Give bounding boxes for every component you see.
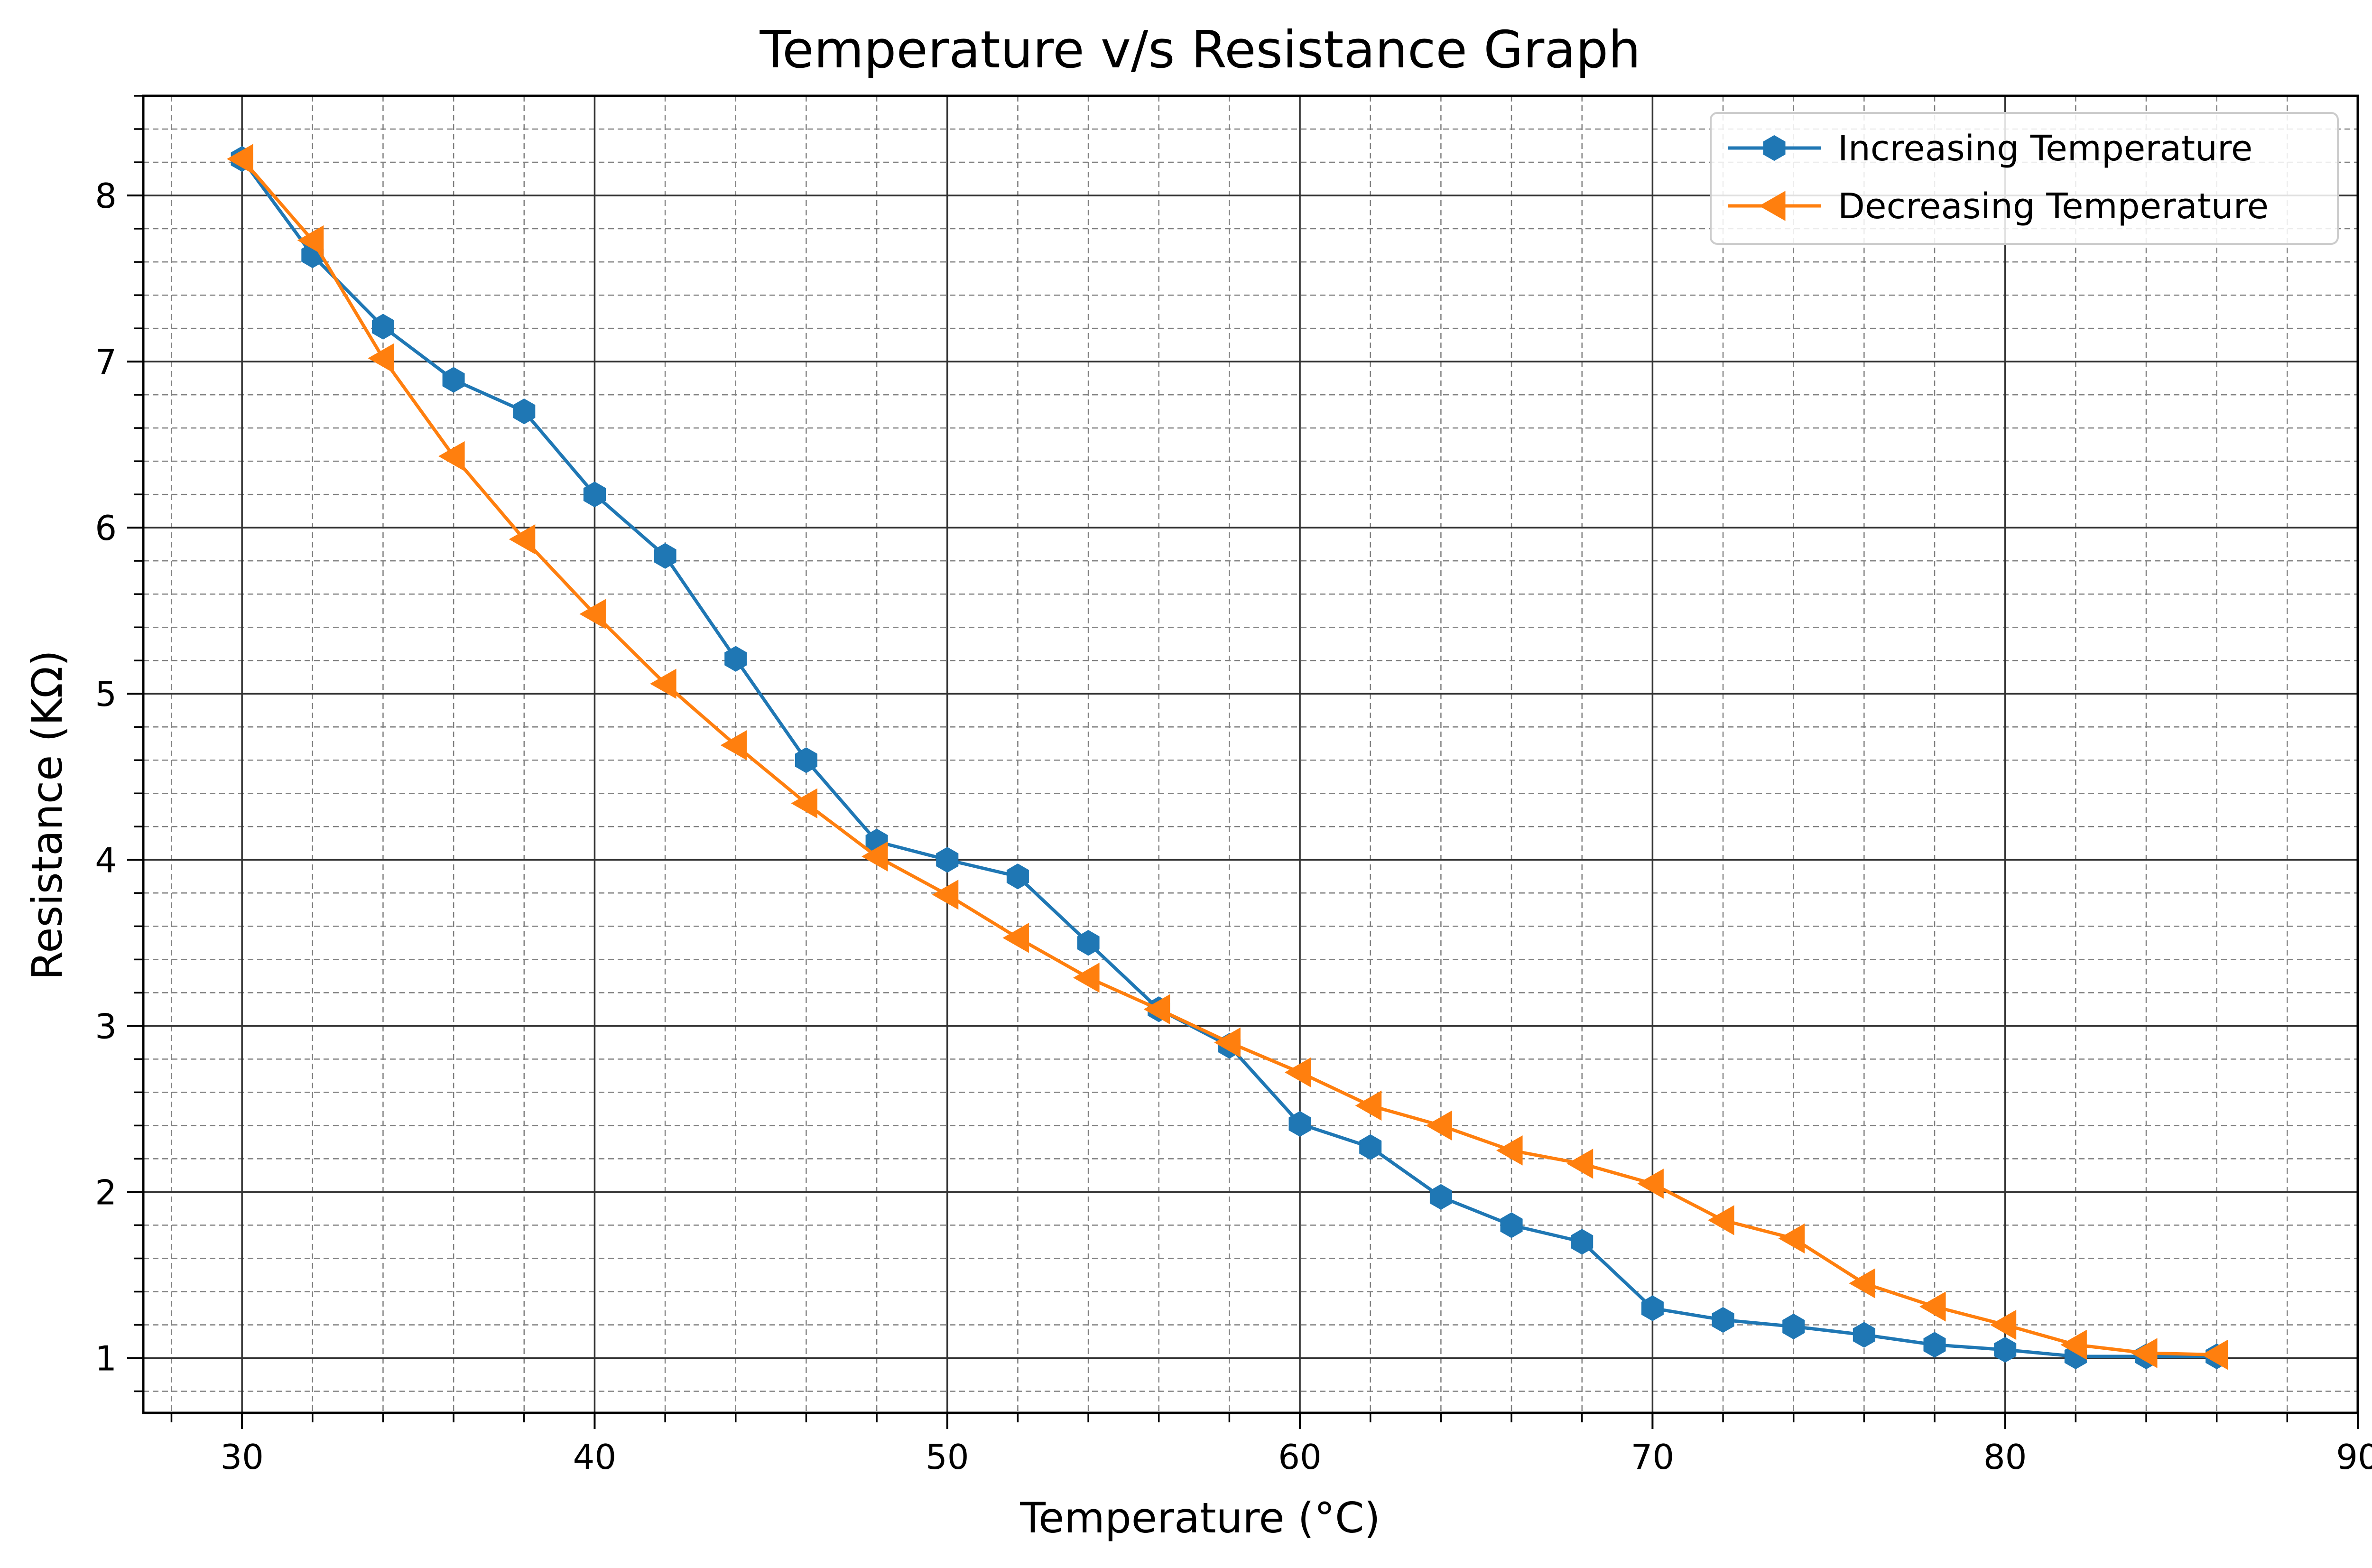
- data-point-hexagon: [1571, 1229, 1594, 1255]
- data-point-triangle-left: [1143, 994, 1170, 1025]
- data-point-hexagon: [1712, 1307, 1734, 1333]
- data-point-triangle-left: [791, 788, 817, 818]
- data-point-triangle-left: [1285, 1057, 1311, 1088]
- x-tick-label: 80: [1983, 1437, 2027, 1477]
- data-point-triangle-left: [2060, 1329, 2087, 1360]
- data-point-hexagon: [1006, 863, 1029, 890]
- data-point-hexagon: [1763, 135, 1786, 161]
- data-point-triangle-left: [1759, 191, 1786, 221]
- y-tick-label: 5: [95, 674, 117, 714]
- data-point-hexagon: [1359, 1134, 1382, 1160]
- data-point-hexagon: [1641, 1295, 1664, 1321]
- chart-title: Temperature v/s Resistance Graph: [760, 20, 1641, 80]
- data-point-triangle-left: [1637, 1169, 1664, 1199]
- data-point-hexagon: [1288, 1111, 1311, 1137]
- data-point-triangle-left: [1214, 1027, 1241, 1058]
- data-point-hexagon: [654, 543, 676, 569]
- data-point-hexagon: [1429, 1184, 1452, 1210]
- plot-frame: [142, 94, 2359, 1414]
- data-point-triangle-left: [2201, 1339, 2228, 1370]
- data-point-triangle-left: [1990, 1309, 2017, 1340]
- data-point-hexagon: [1923, 1332, 1946, 1358]
- y-tick-label: 2: [95, 1172, 117, 1212]
- data-point-triangle-left: [862, 841, 888, 872]
- y-tick-label: 4: [95, 840, 117, 880]
- data-point-triangle-left: [1778, 1223, 1805, 1254]
- data-point-hexagon: [1853, 1322, 1875, 1348]
- data-point-triangle-left: [720, 730, 747, 761]
- data-point-triangle-left: [1708, 1205, 1734, 1235]
- legend-box: [1710, 112, 2339, 245]
- x-tick-label: 30: [220, 1437, 264, 1477]
- data-point-triangle-left: [227, 144, 253, 174]
- data-point-triangle-left: [1566, 1149, 1594, 1179]
- data-point-triangle-left: [1002, 923, 1029, 953]
- data-point-triangle-left: [1919, 1291, 1946, 1322]
- ticks-layer: 30 40 50 60 70 80 90 1 2 3 4 5 6 7 8: [95, 95, 2372, 1477]
- legend-label: Increasing Temperature: [1838, 128, 2252, 169]
- data-point-hexagon: [583, 482, 606, 508]
- data-point-hexagon: [795, 747, 817, 773]
- series-layer: [227, 144, 2228, 1370]
- x-tick-label: 50: [926, 1437, 969, 1477]
- data-point-triangle-left: [579, 599, 606, 629]
- legend: Increasing Temperature Decreasing Tempera…: [1710, 112, 2339, 245]
- data-point-hexagon: [1782, 1313, 1805, 1340]
- y-tick-label: 7: [95, 342, 117, 382]
- data-point-triangle-left: [1073, 963, 1100, 993]
- x-tick-label: 70: [1631, 1437, 1675, 1477]
- data-point-triangle-left: [368, 343, 394, 373]
- data-point-hexagon: [371, 314, 394, 340]
- y-tick-label: 1: [95, 1338, 117, 1378]
- data-point-hexagon: [442, 367, 465, 393]
- y-axis-label: Resistance (KΩ): [23, 650, 72, 980]
- data-point-triangle-left: [650, 668, 676, 699]
- data-point-triangle-left: [1426, 1110, 1452, 1141]
- legend-label: Decreasing Temperature: [1838, 186, 2269, 227]
- y-tick-label: 3: [95, 1006, 117, 1046]
- x-axis-label: Temperature (°C): [1019, 1494, 1381, 1542]
- data-point-triangle-left: [2131, 1338, 2158, 1368]
- data-point-triangle-left: [297, 225, 324, 256]
- y-tick-label: 6: [95, 508, 117, 548]
- data-point-hexagon: [513, 398, 536, 425]
- series-decreasing-temperature: [227, 144, 2228, 1370]
- data-point-hexagon: [936, 847, 959, 873]
- y-tick-label: 8: [95, 176, 117, 216]
- x-tick-label: 60: [1278, 1437, 1322, 1477]
- data-point-hexagon: [1994, 1336, 2017, 1363]
- data-point-triangle-left: [438, 441, 465, 472]
- x-tick-label: 90: [2336, 1437, 2372, 1477]
- x-tick-label: 40: [573, 1437, 617, 1477]
- data-point-hexagon: [1077, 930, 1100, 956]
- data-point-triangle-left: [509, 524, 536, 555]
- data-point-triangle-left: [1355, 1090, 1382, 1121]
- data-point-triangle-left: [1496, 1135, 1523, 1166]
- data-point-triangle-left: [1849, 1268, 1875, 1299]
- data-point-hexagon: [724, 646, 747, 672]
- data-point-triangle-left: [932, 880, 959, 910]
- data-point-hexagon: [1500, 1212, 1523, 1238]
